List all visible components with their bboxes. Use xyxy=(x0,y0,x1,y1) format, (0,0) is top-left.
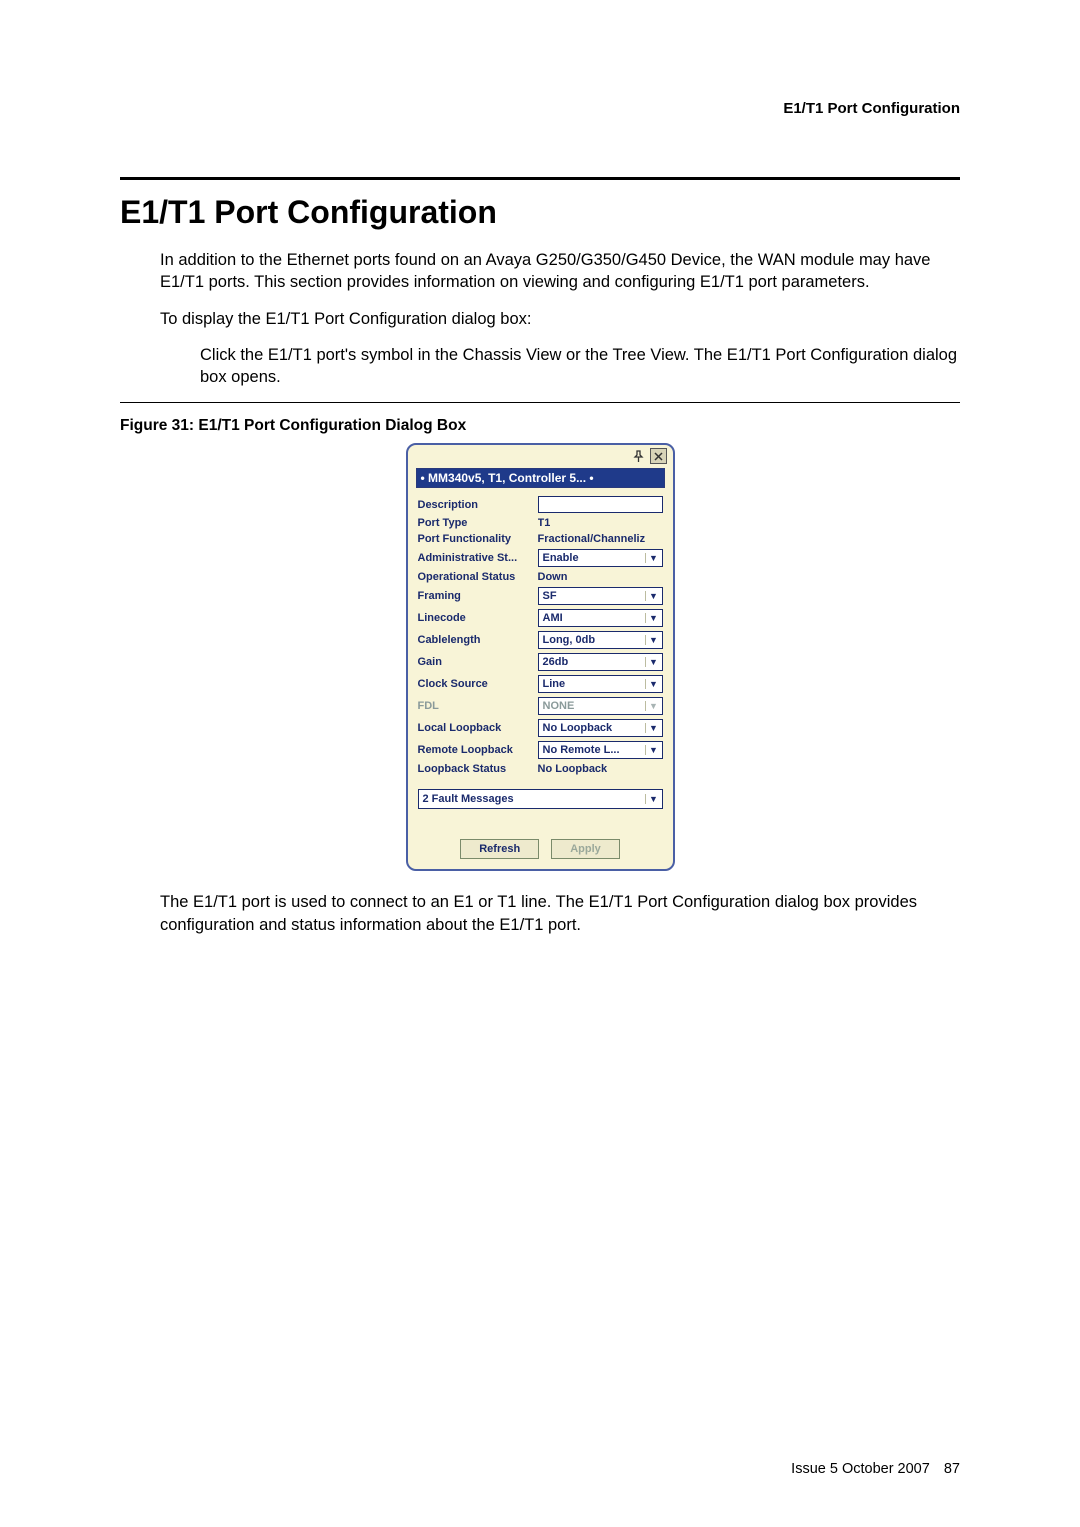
chevron-down-icon: ▼ xyxy=(645,701,662,711)
cablelength-label: Cablelength xyxy=(418,634,534,646)
row-port-functionality: Port Functionality Fractional/Channeliz xyxy=(418,533,663,545)
linecode-value: AMI xyxy=(539,612,645,624)
instruction-step: Click the E1/T1 port's symbol in the Cha… xyxy=(200,344,960,389)
operational-status-label: Operational Status xyxy=(418,571,534,583)
rule-above-figure xyxy=(120,402,960,403)
port-type-label: Port Type xyxy=(418,517,534,529)
footer-page-number: 87 xyxy=(944,1461,960,1477)
chevron-down-icon: ▼ xyxy=(645,553,662,563)
dialog-header: • MM340v5, T1, Controller 5... • xyxy=(416,468,665,488)
closing-paragraph: The E1/T1 port is used to connect to an … xyxy=(160,891,960,936)
gain-value: 26db xyxy=(539,656,645,668)
framing-label: Framing xyxy=(418,590,534,602)
row-port-type: Port Type T1 xyxy=(418,517,663,529)
rule-top xyxy=(120,177,960,180)
row-cablelength: Cablelength Long, 0db ▼ xyxy=(418,631,663,649)
dialog-titlebar xyxy=(408,445,673,464)
row-fdl: FDL NONE ▼ xyxy=(418,697,663,715)
refresh-button[interactable]: Refresh xyxy=(460,839,539,859)
row-description: Description xyxy=(418,496,663,513)
close-icon[interactable] xyxy=(650,448,667,464)
page-title: E1/T1 Port Configuration xyxy=(120,194,960,231)
fdl-select: NONE ▼ xyxy=(538,697,663,715)
clock-source-value: Line xyxy=(539,678,645,690)
clock-source-label: Clock Source xyxy=(418,678,534,690)
framing-value: SF xyxy=(539,590,645,602)
chevron-down-icon: ▼ xyxy=(645,613,662,623)
figure-caption: Figure 31: E1/T1 Port Configuration Dial… xyxy=(120,417,960,435)
running-header: E1/T1 Port Configuration xyxy=(120,100,960,117)
row-admin-status: Administrative St... Enable ▼ xyxy=(418,549,663,567)
remote-loopback-label: Remote Loopback xyxy=(418,744,534,756)
row-loopback-status: Loopback Status No Loopback xyxy=(418,763,663,775)
port-config-dialog: • MM340v5, T1, Controller 5... • Descrip… xyxy=(406,443,675,871)
description-label: Description xyxy=(418,499,534,511)
chevron-down-icon: ▼ xyxy=(645,679,662,689)
chevron-down-icon: ▼ xyxy=(645,657,662,667)
row-framing: Framing SF ▼ xyxy=(418,587,663,605)
apply-button: Apply xyxy=(551,839,620,859)
chevron-down-icon: ▼ xyxy=(645,794,662,804)
chevron-down-icon: ▼ xyxy=(645,635,662,645)
fdl-value: NONE xyxy=(539,700,645,712)
admin-status-label: Administrative St... xyxy=(418,552,534,564)
row-remote-loopback: Remote Loopback No Remote L... ▼ xyxy=(418,741,663,759)
linecode-select[interactable]: AMI ▼ xyxy=(538,609,663,627)
port-functionality-value: Fractional/Channeliz xyxy=(538,533,646,545)
local-loopback-select[interactable]: No Loopback ▼ xyxy=(538,719,663,737)
admin-status-select[interactable]: Enable ▼ xyxy=(538,549,663,567)
gain-select[interactable]: 26db ▼ xyxy=(538,653,663,671)
gain-label: Gain xyxy=(418,656,534,668)
port-type-value: T1 xyxy=(538,517,551,529)
footer-issue: Issue 5 October 2007 xyxy=(791,1461,930,1477)
chevron-down-icon: ▼ xyxy=(645,723,662,733)
admin-status-value: Enable xyxy=(539,552,645,564)
chevron-down-icon: ▼ xyxy=(645,745,662,755)
row-gain: Gain 26db ▼ xyxy=(418,653,663,671)
loopback-status-label: Loopback Status xyxy=(418,763,534,775)
chevron-down-icon: ▼ xyxy=(645,591,662,601)
row-local-loopback: Local Loopback No Loopback ▼ xyxy=(418,719,663,737)
linecode-label: Linecode xyxy=(418,612,534,624)
instruction-lead: To display the E1/T1 Port Configuration … xyxy=(160,308,960,330)
local-loopback-label: Local Loopback xyxy=(418,722,534,734)
cablelength-select[interactable]: Long, 0db ▼ xyxy=(538,631,663,649)
row-clock-source: Clock Source Line ▼ xyxy=(418,675,663,693)
framing-select[interactable]: SF ▼ xyxy=(538,587,663,605)
port-functionality-label: Port Functionality xyxy=(418,533,534,545)
row-operational-status: Operational Status Down xyxy=(418,571,663,583)
description-input[interactable] xyxy=(538,496,663,513)
local-loopback-value: No Loopback xyxy=(539,722,645,734)
operational-status-value: Down xyxy=(538,571,568,583)
loopback-status-value: No Loopback xyxy=(538,763,608,775)
row-linecode: Linecode AMI ▼ xyxy=(418,609,663,627)
page-footer: Issue 5 October 2007 87 xyxy=(791,1461,960,1477)
fault-messages-select[interactable]: 2 Fault Messages ▼ xyxy=(418,789,663,809)
intro-paragraph: In addition to the Ethernet ports found … xyxy=(160,249,960,294)
remote-loopback-value: No Remote L... xyxy=(539,744,645,756)
cablelength-value: Long, 0db xyxy=(539,634,645,646)
fdl-label: FDL xyxy=(418,700,534,712)
pin-icon[interactable] xyxy=(631,449,646,463)
fault-messages-value: 2 Fault Messages xyxy=(419,793,645,805)
remote-loopback-select[interactable]: No Remote L... ▼ xyxy=(538,741,663,759)
clock-source-select[interactable]: Line ▼ xyxy=(538,675,663,693)
